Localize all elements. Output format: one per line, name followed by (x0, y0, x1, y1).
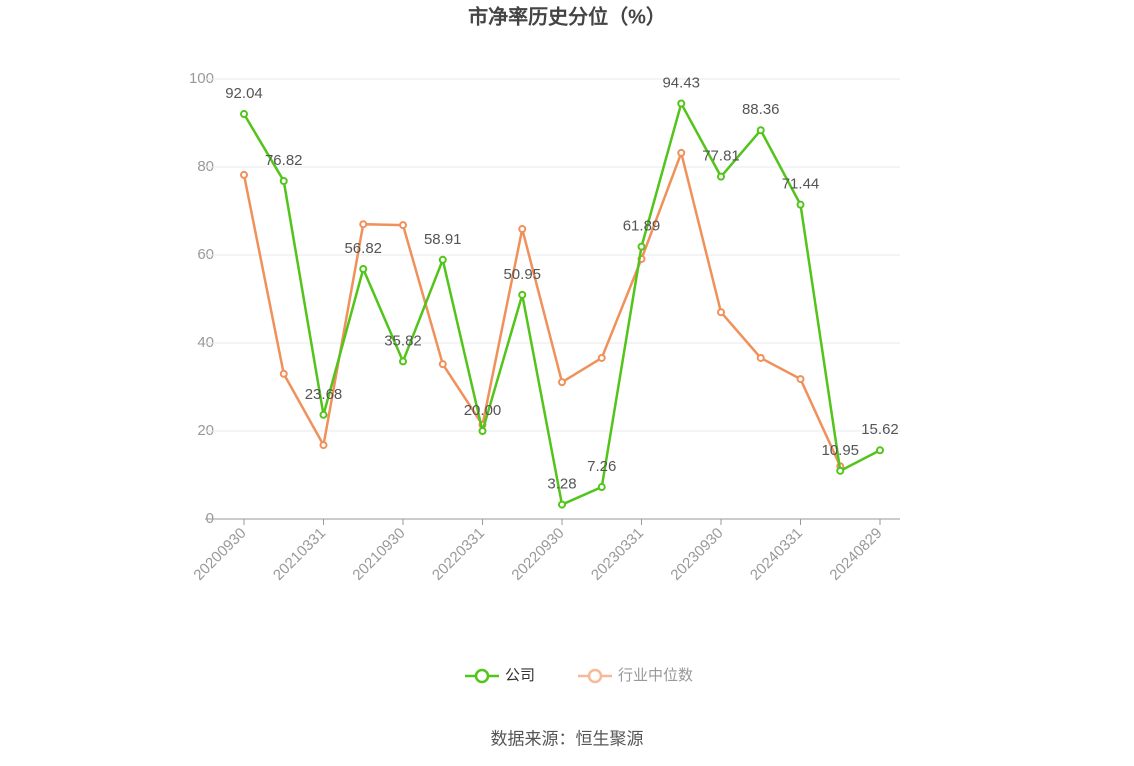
data-point (240, 170, 248, 179)
data-label: 3.28 (547, 476, 576, 493)
data-point (677, 148, 686, 157)
data-label: 58.91 (424, 231, 462, 248)
data-label: 35.82 (384, 332, 422, 349)
series-line (242, 100, 881, 507)
legend-label: 行业中位数 (618, 667, 693, 684)
x-tick-label: 20230331 (588, 525, 647, 584)
y-tick-label: 0 (206, 510, 214, 527)
legend-label: 公司 (505, 667, 535, 684)
data-point (717, 172, 725, 181)
data-label: 94.43 (662, 74, 700, 91)
data-point (478, 427, 487, 435)
data-point (756, 126, 765, 135)
data-label: 71.44 (782, 176, 820, 193)
x-tick-label: 20240829 (826, 525, 885, 584)
y-tick-label: 80 (197, 158, 214, 175)
data-point (359, 264, 368, 273)
data-label: 23.68 (305, 386, 343, 403)
series-line (242, 148, 842, 467)
data-point (717, 308, 725, 317)
data-point (558, 500, 566, 509)
y-tick-label: 20 (197, 422, 214, 439)
data-label: 7.26 (587, 458, 616, 475)
data-point (597, 483, 606, 492)
data-point (438, 255, 447, 264)
data-point (399, 221, 407, 230)
data-point (756, 353, 765, 362)
x-tick-label: 20230930 (667, 525, 726, 584)
x-tick-label: 20200930 (190, 525, 249, 584)
data-label: 92.04 (225, 85, 263, 102)
x-tick-label: 20210331 (270, 525, 329, 584)
data-point (836, 466, 845, 475)
data-label: 77.81 (702, 148, 740, 165)
data-label: 61.89 (623, 218, 661, 235)
data-point (677, 99, 686, 108)
data-point (518, 225, 527, 234)
data-label: 76.82 (265, 152, 303, 169)
data-point (637, 242, 646, 251)
x-tick-label: 20220331 (429, 525, 488, 584)
y-tick-label: 40 (197, 334, 214, 351)
data-point (279, 176, 288, 185)
data-point (558, 378, 566, 387)
data-point (399, 357, 407, 366)
data-point (240, 110, 248, 119)
data-point (796, 200, 805, 209)
y-tick-label: 100 (189, 70, 214, 87)
legend-marker (587, 668, 603, 684)
chart-title: 市净率历史分位（%） (468, 4, 666, 28)
data-point (319, 441, 328, 450)
data-point (279, 369, 288, 378)
data-label: 88.36 (742, 101, 780, 118)
x-tick-label: 20240331 (747, 525, 806, 584)
data-point (796, 375, 805, 384)
data-label: 50.95 (503, 266, 541, 283)
y-tick-label: 60 (197, 246, 214, 263)
data-label: 10.95 (821, 442, 859, 459)
data-point (438, 360, 447, 369)
data-point (597, 353, 606, 362)
legend-marker (474, 668, 490, 684)
data-point (518, 290, 527, 299)
data-label: 20.00 (464, 402, 502, 419)
x-tick-label: 20210930 (349, 525, 408, 584)
source: 数据来源：恒生聚源 (491, 729, 644, 748)
x-tick-label: 20220930 (508, 525, 567, 584)
data-label: 56.82 (344, 240, 382, 257)
data-point (359, 220, 368, 229)
data-label: 15.62 (861, 421, 899, 438)
data-point (876, 446, 884, 455)
data-point (319, 410, 328, 419)
